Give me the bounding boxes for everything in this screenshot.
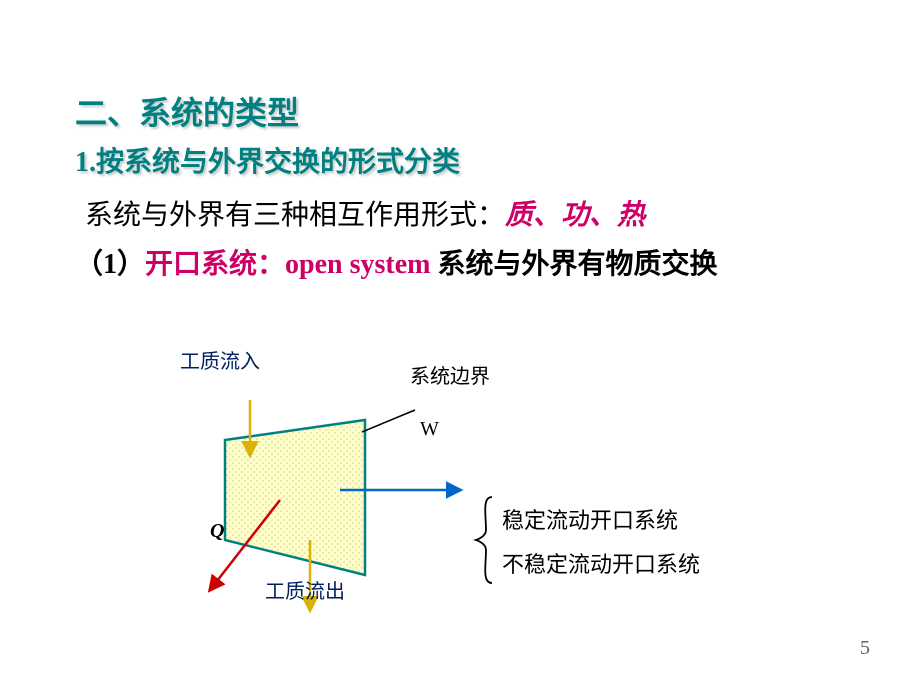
label-heat: Q <box>210 520 224 543</box>
body-line-1: 系统与外界有三种相互作用形式：质、功、热 <box>85 193 645 233</box>
body-line-2a: （1） <box>75 249 145 280</box>
boundary-leader <box>362 410 415 432</box>
body-line-2c: 系统与外界有物质交换 <box>437 249 717 280</box>
slide: 二、系统的类型 1.按系统与外界交换的形式分类 系统与外界有三种相互作用形式：质… <box>0 0 920 690</box>
body-line-2b: 开口系统：open system <box>145 249 437 280</box>
open-system-diagram: 工质流入 系统边界 W Q 工质流出 <box>180 380 500 600</box>
label-inlet: 工质流入 <box>180 345 260 374</box>
body-line-2: （1）开口系统：open system 系统与外界有物质交换 <box>75 243 865 288</box>
subsection-heading: 1.按系统与外界交换的形式分类 <box>75 140 460 180</box>
label-outlet: 工质流出 <box>265 575 345 604</box>
bracket-line-2: 不稳定流动开口系统 <box>502 547 700 579</box>
body-line-1b: 质、功、热 <box>505 200 645 231</box>
bracket-line-1: 稳定流动开口系统 <box>502 503 678 535</box>
label-work: W <box>420 418 439 441</box>
brace-icon <box>476 497 492 583</box>
bracket-group: 稳定流动开口系统 不稳定流动开口系统 <box>470 495 850 585</box>
system-boundary-shape <box>225 420 365 575</box>
body-line-1a: 系统与外界有三种相互作用形式： <box>85 200 505 231</box>
section-title: 二、系统的类型 <box>75 88 299 134</box>
page-number: 5 <box>860 637 870 660</box>
label-boundary: 系统边界 <box>410 360 490 389</box>
